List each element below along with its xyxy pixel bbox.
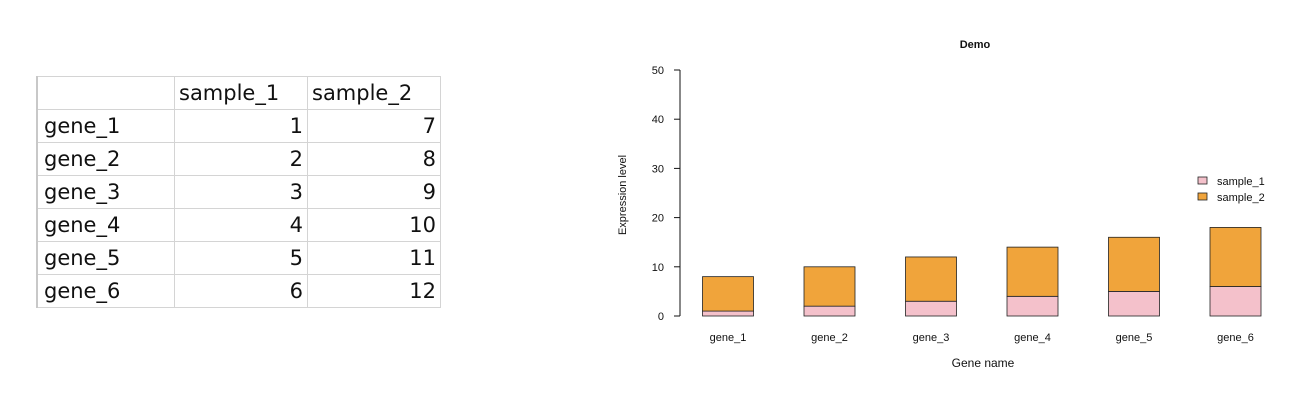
x-tick-label: gene_3 xyxy=(913,332,950,344)
table-row: gene_2 2 8 xyxy=(36,142,441,176)
x-axis-label: Gene name xyxy=(952,356,1015,370)
bars xyxy=(702,227,1262,317)
bar-segment-sample_2 xyxy=(905,256,957,302)
legend-label: sample_1 xyxy=(1217,176,1265,188)
legend-swatch xyxy=(1197,176,1208,185)
legend: sample_1 sample_2 xyxy=(1197,176,1265,204)
x-tick-label: gene_4 xyxy=(1014,332,1051,344)
value-cell: 3 xyxy=(174,175,308,209)
table-row: gene_5 5 11 xyxy=(36,241,441,275)
gene-name-cell: gene_5 xyxy=(36,241,175,275)
legend-label: sample_2 xyxy=(1217,192,1265,204)
gene-name-cell: gene_4 xyxy=(36,208,175,242)
gene-name-cell: gene_2 xyxy=(36,142,175,176)
bar-segment-sample_1 xyxy=(1108,290,1160,317)
value-cell: 8 xyxy=(307,142,441,176)
bar-segment-sample_1 xyxy=(803,305,856,317)
value-cell: 7 xyxy=(307,109,441,143)
y-tick-label: 20 xyxy=(652,213,664,225)
table-row: gene_4 4 10 xyxy=(36,208,441,242)
x-axis-ticks: gene_1 gene_2 gene_3 gene_4 gene_5 gene_6 xyxy=(710,332,1254,344)
bar-segment-sample_1 xyxy=(1006,295,1059,317)
value-cell: 9 xyxy=(307,175,441,209)
y-tick-label: 0 xyxy=(658,311,664,323)
x-tick-label: gene_5 xyxy=(1116,332,1153,344)
y-tick-label: 30 xyxy=(652,163,664,175)
value-cell: 10 xyxy=(307,208,441,242)
table-row: gene_6 6 12 xyxy=(36,274,441,308)
bar-segment-sample_2 xyxy=(1209,227,1262,287)
header-cell: sample_1 xyxy=(174,76,308,110)
x-tick-label: gene_2 xyxy=(811,332,848,344)
table-row: gene_3 3 9 xyxy=(36,175,441,209)
value-cell: 12 xyxy=(307,274,441,308)
x-tick-label: gene_1 xyxy=(710,332,747,344)
gene-name-cell: gene_3 xyxy=(36,175,175,209)
y-axis: 0 10 20 30 40 50 xyxy=(652,65,681,323)
y-tick-label: 10 xyxy=(652,262,664,274)
bar-segment-sample_2 xyxy=(1108,236,1160,292)
table-header-row: sample_1 sample_2 xyxy=(36,76,441,110)
x-tick-label: gene_6 xyxy=(1217,332,1254,344)
legend-swatch xyxy=(1197,192,1208,201)
value-cell: 6 xyxy=(174,274,308,308)
y-tick-label: 50 xyxy=(652,65,664,77)
header-cell xyxy=(36,76,175,110)
bar-segment-sample_1 xyxy=(1209,286,1262,317)
value-cell: 5 xyxy=(174,241,308,275)
data-table: sample_1 sample_2 gene_1 1 7 gene_2 2 8 gene_3 3 9… xyxy=(36,76,441,308)
bar-segment-sample_2 xyxy=(1006,246,1059,297)
gene-name-cell: gene_6 xyxy=(36,274,175,308)
header-cell: sample_2 xyxy=(307,76,441,110)
bar-segment-sample_2 xyxy=(803,266,856,307)
bar-segment-sample_1 xyxy=(702,310,754,317)
value-cell: 2 xyxy=(174,142,308,176)
gene-name-cell: gene_1 xyxy=(36,109,175,143)
bar-segment-sample_2 xyxy=(702,276,754,312)
value-cell: 1 xyxy=(174,109,308,143)
y-tick-label: 40 xyxy=(652,114,664,126)
chart-title: Demo xyxy=(960,39,991,51)
y-axis-label: Expression level xyxy=(617,155,629,235)
bar-segment-sample_1 xyxy=(905,300,957,317)
value-cell: 4 xyxy=(174,208,308,242)
value-cell: 11 xyxy=(307,241,441,275)
table-row: gene_1 1 7 xyxy=(36,109,441,143)
